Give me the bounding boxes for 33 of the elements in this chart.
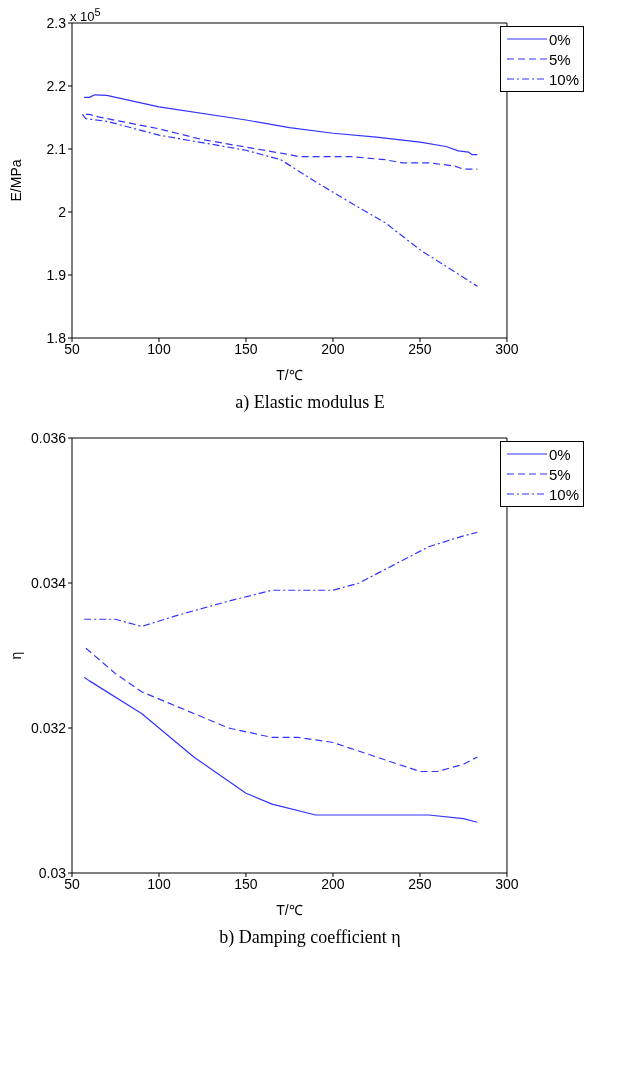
y-tick-label: 2.1 [46, 140, 67, 157]
y-axis-title: E/MPa [7, 159, 24, 202]
legend-label: 0% [548, 30, 571, 48]
y-tick-label: 2.2 [46, 77, 67, 94]
y-tick-label: 0.034 [30, 574, 67, 591]
text: b) Damping coefficient η [218, 927, 402, 948]
legend-label: 10% [548, 485, 579, 503]
y-tick-label: 2.3 [46, 14, 67, 31]
annotation: x 10$^{5}$ [70, 6, 101, 25]
x-tick-label: 200 [321, 340, 345, 357]
x-tick-label: 150 [234, 875, 258, 892]
x-tick-label: 150 [234, 340, 258, 357]
y-tick-label: 1.8 [46, 329, 67, 346]
y-axis-title: η [7, 651, 24, 660]
legend-label: 5% [548, 50, 571, 68]
x-tick-label: 250 [408, 340, 432, 357]
y-tick-label: 1.9 [46, 266, 67, 283]
x-axis-title: T/℃ [276, 367, 303, 383]
x-tick-label: 250 [408, 875, 432, 892]
x-tick-label: 100 [147, 340, 171, 357]
x-tick-label: 300 [495, 340, 519, 357]
y-tick-label: 2 [58, 203, 67, 220]
legend-label: 10% [548, 70, 579, 88]
y-tick-label: 0.036 [30, 429, 67, 446]
x-axis-title: T/℃ [276, 902, 303, 918]
y-tick-label: 0.03 [38, 864, 67, 881]
x-tick-label: 100 [147, 875, 171, 892]
x-tick-label: 300 [495, 875, 519, 892]
legend-label: 0% [548, 445, 571, 463]
x-tick-label: 200 [321, 875, 345, 892]
legend-label: 5% [548, 465, 571, 483]
text: a) Elastic modulus E [234, 392, 386, 413]
y-tick-label: 0.032 [30, 719, 67, 736]
